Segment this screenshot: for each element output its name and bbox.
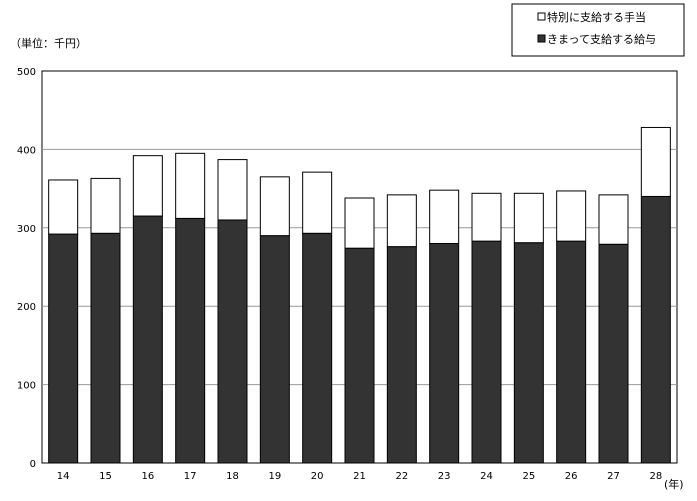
x-tick-label: 14 [57,471,70,482]
x-tick-label: 21 [353,471,366,482]
bar-regular-pay [598,243,629,464]
bar-regular-pay [48,233,79,464]
y-tick-label: 0 [30,459,36,470]
y-tick-label: 500 [17,67,36,78]
bar-regular-pay [429,242,460,464]
bar-special-allowance [217,159,248,221]
legend-swatch-regular [537,34,546,43]
bar-regular-pay [175,217,206,464]
bar-special-allowance [556,190,587,242]
bar-special-allowance [175,152,206,219]
bar-special-allowance [429,189,460,244]
y-tick-label: 300 [17,224,36,235]
bar-special-allowance [513,192,544,244]
bar-special-allowance [640,126,671,197]
x-tick-label: 16 [141,471,154,482]
y-axis-ticks: 0 100 200 300 400 500 [17,67,36,470]
legend: 特別に支給する手当 きまって支給する給与 [511,3,685,57]
bar-special-allowance [259,176,290,237]
x-axis-label: (年) [664,477,684,491]
bar-regular-pay [302,232,333,464]
x-tick-label: 18 [226,471,239,482]
bar-special-allowance [90,177,121,234]
x-tick-label: 22 [395,471,408,482]
bar-regular-pay [344,247,375,464]
bar-special-allowance [471,192,502,242]
bar-regular-pay [217,219,248,464]
unit-label: （単位：千円） [10,36,87,50]
bar-regular-pay [640,195,671,464]
bar-regular-pay [386,246,417,464]
x-tick-label: 17 [184,471,197,482]
x-tick-label: 26 [565,471,578,482]
bar-special-allowance [132,155,163,217]
bar-special-allowance [344,197,375,249]
bar-regular-pay [513,242,544,464]
x-tick-label: 15 [99,471,112,482]
x-tick-label: 23 [438,471,451,482]
bar-regular-pay [259,235,290,464]
bar-special-allowance [598,194,629,245]
x-tick-label: 19 [268,471,281,482]
bar-special-allowance [386,194,417,248]
x-tick-label: 28 [649,471,662,482]
x-axis-ticks: 14 15 16 17 18 19 20 21 22 23 24 25 26 27 28 [57,471,662,482]
y-tick-label: 200 [17,302,36,313]
legend-label-regular: きまって支給する給与 [547,32,656,46]
y-tick-label: 100 [17,381,36,392]
y-tick-label: 400 [17,145,36,156]
x-tick-label: 25 [522,471,535,482]
x-tick-label: 20 [311,471,324,482]
bar-regular-pay [90,232,121,464]
legend-label-special: 特別に支給する手当 [547,10,646,24]
x-tick-label: 24 [480,471,493,482]
bar-special-allowance [48,179,79,235]
bar-special-allowance [302,171,333,234]
bars [48,126,671,464]
legend-swatch-special [537,12,546,21]
bar-regular-pay [556,240,587,464]
bar-regular-pay [471,240,502,464]
bar-regular-pay [132,215,163,464]
x-tick-label: 27 [607,471,620,482]
